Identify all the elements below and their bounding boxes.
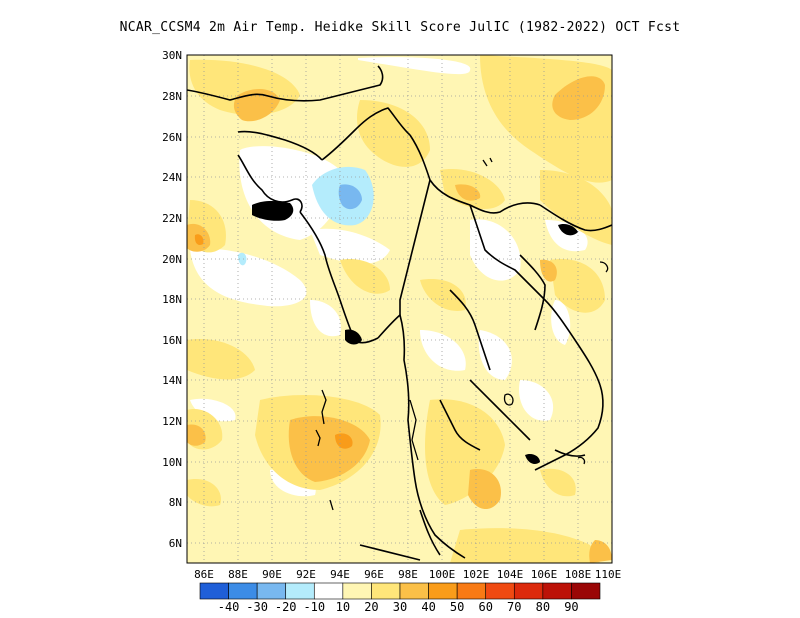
- plot-frame: [186, 54, 613, 564]
- colorbar-label: 80: [536, 600, 550, 614]
- coastlines-borders: [187, 65, 612, 561]
- colorbar-swatch: [285, 582, 315, 600]
- colorbar-swatch: [228, 582, 258, 600]
- lon-label: 100E: [429, 568, 456, 581]
- lon-label: 110E: [595, 568, 622, 581]
- lon-label: 94E: [330, 568, 350, 581]
- colorbar-label: 10: [336, 600, 350, 614]
- colorbar-label: 50: [450, 600, 464, 614]
- lon-label: 104E: [497, 568, 524, 581]
- lat-label: 8N: [169, 496, 182, 509]
- lat-label: 6N: [169, 537, 182, 550]
- islands: [315, 157, 609, 511]
- lat-label: 18N: [162, 293, 182, 306]
- lat-label: 26N: [162, 131, 182, 144]
- colorbar-label: -20: [275, 600, 297, 614]
- colorbar-label: -30: [246, 600, 268, 614]
- lon-label: 90E: [262, 568, 282, 581]
- lon-label: 108E: [565, 568, 592, 581]
- colorbar-swatch: [571, 582, 601, 600]
- colorbar-swatch: [371, 582, 401, 600]
- colorbar-label: -40: [218, 600, 240, 614]
- colorbar-label: 90: [564, 600, 578, 614]
- lon-label: 88E: [228, 568, 248, 581]
- colorbar-swatch: [199, 582, 229, 600]
- lon-label: 106E: [531, 568, 558, 581]
- lat-label: 20N: [162, 253, 182, 266]
- colorbar-swatch: [542, 582, 572, 600]
- lon-label: 98E: [398, 568, 418, 581]
- colorbar-label: -10: [303, 600, 325, 614]
- lon-label: 92E: [296, 568, 316, 581]
- graticule: [187, 55, 612, 563]
- colorbar-swatch: [256, 582, 287, 600]
- lat-axis: 30N 28N 26N 24N 22N 20N 18N 16N 14N 12N …: [162, 49, 182, 550]
- colorbar-label: 70: [507, 600, 521, 614]
- lon-label: 96E: [364, 568, 384, 581]
- lat-label: 16N: [162, 334, 182, 347]
- colorbar-swatch: [313, 582, 344, 600]
- colorbar-label: 60: [478, 600, 492, 614]
- colorbar-swatch: [399, 582, 429, 600]
- lat-label: 24N: [162, 171, 182, 184]
- lat-label: 12N: [162, 415, 182, 428]
- colorbar-label: 40: [421, 600, 435, 614]
- colorbar-swatch: [428, 582, 458, 600]
- colorbar-swatch: [513, 582, 544, 600]
- colorbar-label: 30: [393, 600, 407, 614]
- cool-regions: [238, 166, 374, 266]
- skill-field: [187, 55, 612, 563]
- colorbar: -40 -30 -20 -10 10 20 30 40 50 60 70 80 90: [199, 582, 601, 614]
- colorbar-swatch: [342, 582, 372, 600]
- lon-label: 86E: [194, 568, 214, 581]
- lon-label: 102E: [463, 568, 490, 581]
- lat-label: 28N: [162, 90, 182, 103]
- lat-label: 14N: [162, 374, 182, 387]
- colorbar-swatch: [456, 582, 487, 600]
- lon-axis: 86E 88E 90E 92E 94E 96E 98E 100E 102E 10…: [194, 568, 621, 581]
- lat-label: 30N: [162, 49, 182, 62]
- map-title: NCAR_CCSM4 2m Air Temp. Heidke Skill Sco…: [119, 20, 681, 35]
- coastal-details: [252, 200, 578, 464]
- warm-40-regions: [194, 234, 353, 449]
- colorbar-swatch: [485, 582, 515, 600]
- colorbar-label: 20: [364, 600, 378, 614]
- lat-label: 22N: [162, 212, 182, 225]
- lat-label: 10N: [162, 456, 182, 469]
